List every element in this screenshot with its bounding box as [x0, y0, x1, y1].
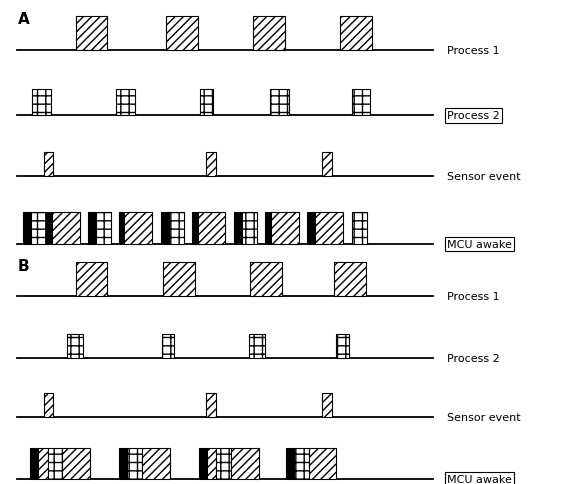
Bar — [334, 262, 366, 296]
Bar — [286, 448, 294, 479]
Bar — [169, 213, 184, 244]
Bar — [234, 213, 242, 244]
Bar — [119, 213, 124, 244]
Bar — [116, 90, 135, 116]
Bar — [206, 152, 216, 177]
Bar — [315, 213, 343, 244]
Bar — [127, 448, 142, 479]
Bar — [48, 448, 62, 479]
Text: Sensor event: Sensor event — [447, 172, 521, 182]
Bar — [162, 334, 174, 358]
Text: Process 1: Process 1 — [447, 46, 500, 56]
Bar — [253, 17, 285, 51]
Bar — [200, 90, 213, 116]
Text: MCU awake: MCU awake — [447, 474, 512, 484]
Bar — [307, 213, 315, 244]
Bar — [163, 262, 195, 296]
Text: Process 2: Process 2 — [447, 353, 500, 363]
Bar — [271, 213, 299, 244]
Bar — [198, 213, 225, 244]
Bar — [250, 262, 282, 296]
Bar — [270, 90, 289, 116]
Bar — [207, 448, 216, 479]
Bar — [62, 448, 90, 479]
Bar — [67, 334, 83, 358]
Bar — [119, 448, 127, 479]
Bar — [76, 262, 107, 296]
Bar — [216, 448, 231, 479]
Bar — [340, 17, 372, 51]
Bar — [352, 90, 370, 116]
Bar — [44, 393, 53, 417]
Text: MCU awake: MCU awake — [447, 240, 512, 249]
Bar — [249, 334, 265, 358]
Bar — [231, 448, 259, 479]
Bar — [161, 213, 169, 244]
Bar — [38, 448, 48, 479]
Bar — [76, 17, 107, 51]
Bar — [142, 448, 170, 479]
Bar — [30, 448, 38, 479]
Bar — [88, 213, 96, 244]
Bar — [44, 152, 53, 177]
Bar — [46, 213, 52, 244]
Bar — [322, 152, 332, 177]
Bar — [124, 213, 152, 244]
Bar — [52, 213, 80, 244]
Bar — [309, 448, 336, 479]
Text: Process 1: Process 1 — [447, 291, 500, 301]
Bar — [294, 448, 309, 479]
Bar — [242, 213, 257, 244]
Bar — [192, 213, 198, 244]
Bar — [199, 448, 207, 479]
Bar — [265, 213, 271, 244]
Text: Process 2: Process 2 — [447, 111, 500, 121]
Bar — [166, 17, 198, 51]
Bar — [322, 393, 332, 417]
Bar — [31, 213, 46, 244]
Bar — [96, 213, 111, 244]
Bar — [23, 213, 31, 244]
Text: A: A — [17, 12, 29, 27]
Bar — [206, 393, 216, 417]
Bar — [32, 90, 51, 116]
Text: B: B — [17, 259, 29, 274]
Bar — [336, 334, 349, 358]
Bar — [352, 213, 367, 244]
Text: Sensor event: Sensor event — [447, 412, 521, 422]
